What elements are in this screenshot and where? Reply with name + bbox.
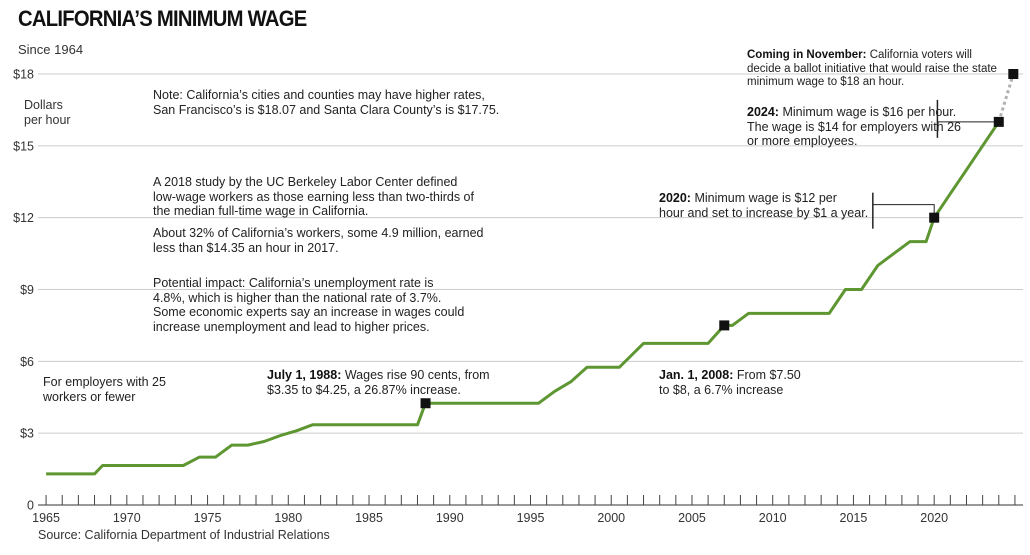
y-tick-label: $9	[20, 283, 34, 297]
study-annotation: A 2018 study by the UC Berkeley Labor Ce…	[153, 175, 474, 218]
projection-line	[997, 73, 1015, 123]
x-tick-label: 2005	[678, 511, 706, 525]
x-tick-label: 2020	[920, 511, 948, 525]
note-annotation: Note: California’s cities and counties m…	[153, 88, 500, 117]
annotation-2020: 2020: Minimum wage is $12 per hour and s…	[659, 191, 869, 220]
impact-annotation: Potential impact: California’s unemploym…	[153, 276, 465, 334]
y-tick-label: $6	[20, 355, 34, 369]
x-tick-label: 2010	[759, 511, 787, 525]
x-tick-label: 1970	[113, 511, 141, 525]
y-tick-label: $12	[13, 211, 34, 225]
x-tick-label: 2000	[597, 511, 625, 525]
annotation-november: Coming in November: California voters wi…	[747, 49, 997, 88]
share-annotation: About 32% of California’s workers, some …	[153, 226, 484, 255]
chart-title: CALIFORNIA’S MINIMUM WAGE	[18, 6, 307, 31]
data-marker	[1008, 69, 1019, 79]
y-tick-label: $15	[13, 139, 34, 153]
leader-2020	[872, 204, 935, 218]
x-tick-label: 1985	[355, 511, 383, 525]
small-employers-annotation: For employers with 25 workers or fewer	[43, 375, 166, 404]
y-axis-label: Dollars per hour	[24, 98, 71, 127]
y-tick-label: 0	[27, 499, 34, 513]
x-tick-label: 1990	[436, 511, 464, 525]
x-tick-label: 1965	[32, 511, 60, 525]
x-tick-label: 1995	[517, 511, 545, 525]
x-tick-label: 1980	[274, 511, 302, 525]
x-tick-label: 2015	[840, 511, 868, 525]
data-marker	[929, 212, 940, 223]
annotation-2008: Jan. 1, 2008: From $7.50 to $8, a 6.7% i…	[659, 368, 801, 397]
data-marker	[719, 320, 730, 331]
chart-subtitle: Since 1964	[18, 42, 84, 57]
annotation-1988: July 1, 1988: Wages rise 90 cents, from …	[267, 368, 490, 397]
annotation-2024: 2024: Minimum wage is $16 per hour. The …	[747, 105, 961, 148]
y-tick-label: $3	[20, 427, 34, 441]
wage-line	[46, 121, 1001, 476]
data-marker	[420, 398, 431, 409]
y-tick-label: $18	[13, 68, 34, 82]
x-tick-label: 1975	[194, 511, 222, 525]
source-note: Source: California Department of Industr…	[38, 528, 330, 542]
data-marker	[993, 116, 1004, 127]
